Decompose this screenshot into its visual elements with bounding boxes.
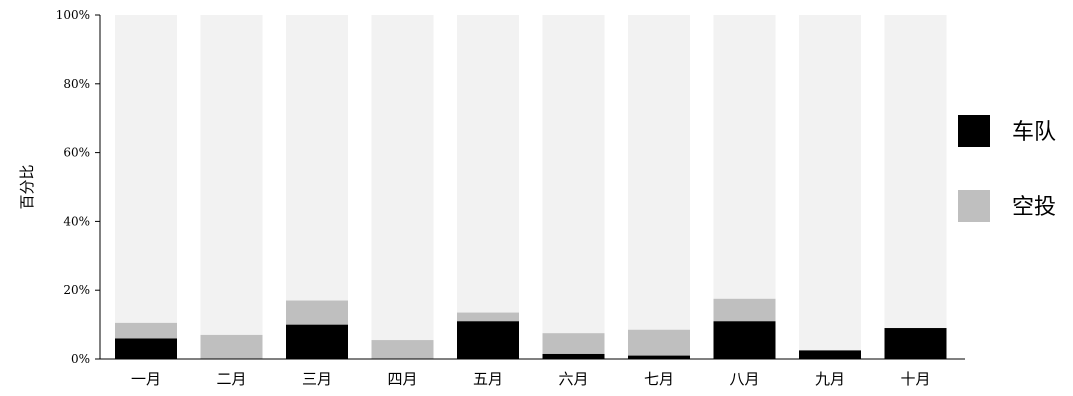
bar-series1-3 (286, 324, 348, 359)
y-tick-label-2: 20% (63, 283, 90, 297)
x-tick-label-9: 九月 (815, 370, 845, 388)
bar-remainder-4 (371, 15, 434, 359)
y-tick-label-6: 100% (56, 8, 90, 22)
bar-series2-2 (200, 334, 263, 359)
bar-series2-8 (713, 298, 776, 322)
bar-remainder-1 (115, 15, 177, 359)
bar-remainder-10 (884, 15, 947, 359)
legend-swatch-1 (958, 115, 990, 147)
y-tick-label-3: 40% (63, 214, 90, 228)
x-tick-label-5: 五月 (473, 370, 503, 388)
y-tick-label-5: 80% (63, 77, 90, 91)
bar-remainder-2 (200, 15, 263, 359)
y-axis: 0% 20% 40% 60% 80% 100% (56, 8, 101, 366)
bar-series1-5 (457, 321, 519, 359)
bar-series1-1 (115, 338, 177, 359)
x-tick-label-10: 十月 (900, 370, 930, 388)
bar-series2-6 (542, 333, 605, 354)
bar-series2-3 (286, 300, 348, 325)
x-tick-label-4: 四月 (387, 370, 417, 388)
plot-area (115, 15, 947, 359)
bar-remainder-7 (628, 15, 690, 359)
x-tick-label-2: 二月 (216, 370, 246, 388)
x-tick-label-7: 七月 (644, 370, 674, 388)
x-tick-label-6: 六月 (558, 370, 588, 388)
y-tick-label-1: 0% (71, 352, 90, 366)
x-tick-label-3: 三月 (302, 370, 332, 388)
legend-label-1: 车队 (1012, 120, 1056, 145)
bar-series1-7 (628, 355, 690, 359)
bar-series2-1 (115, 322, 177, 339)
legend-label-2: 空投 (1012, 195, 1056, 220)
bar-remainder-9 (799, 15, 861, 359)
bar-series1-6 (542, 353, 605, 359)
bar-series2-5 (457, 312, 519, 322)
bar-remainder-6 (542, 15, 605, 359)
bar-series1-8 (713, 321, 776, 359)
legend-swatch-2 (958, 190, 990, 222)
y-tick-label-4: 60% (63, 146, 90, 160)
y-axis-title: 百分比 (18, 164, 36, 209)
bar-series1-9 (799, 350, 861, 359)
bar-series2-4 (371, 340, 434, 359)
bar-series2-7 (628, 329, 690, 356)
x-axis: 一月 二月 三月 四月 五月 六月 七月 八月 九月 十月 (100, 358, 965, 388)
x-tick-label-1: 一月 (131, 370, 161, 388)
x-tick-label-8: 八月 (729, 370, 759, 388)
bar-series1-10 (884, 328, 947, 359)
bar-remainder-5 (457, 15, 519, 359)
